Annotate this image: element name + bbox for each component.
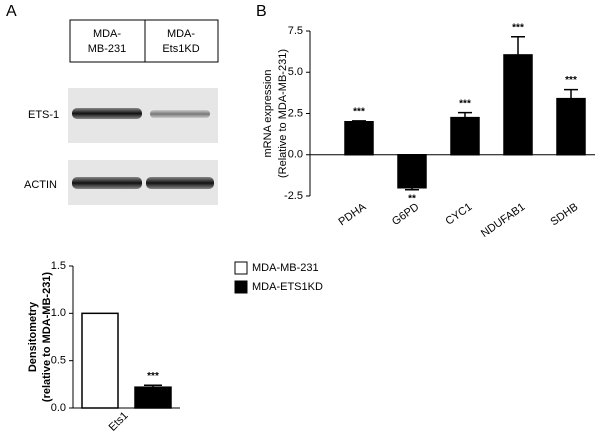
- legend-label: MDA-MB-231: [252, 262, 319, 274]
- y-axis-label: mRNA expression: [262, 69, 274, 157]
- significance: **: [408, 193, 416, 204]
- bar: [397, 154, 427, 189]
- x-tick-label: CYC1: [443, 201, 474, 228]
- column-label: Ets1KD: [162, 43, 199, 55]
- y-tick-label: 0.0: [288, 149, 303, 161]
- y-tick-label: 1.0: [51, 307, 66, 319]
- row-label: ACTIN: [24, 179, 57, 191]
- y-tick-label: 1.5: [51, 260, 66, 272]
- bar: [344, 121, 374, 156]
- y-tick-label: 0.0: [51, 402, 66, 414]
- panel-label: B: [256, 3, 267, 20]
- y-axis-label: (relative to MDA-MB-231): [41, 272, 53, 403]
- band: [150, 110, 210, 118]
- significance: ***: [512, 22, 524, 33]
- error-bar: [144, 384, 162, 388]
- panel-label: A: [6, 3, 17, 20]
- significance: ***: [459, 98, 471, 109]
- y-tick-label: 2.5: [288, 107, 303, 119]
- y-axis-label: Densitometry: [27, 301, 39, 372]
- bar: [450, 116, 480, 156]
- error-bar: [352, 120, 366, 122]
- bar: [556, 97, 586, 156]
- column-label: MDA-: [93, 28, 121, 40]
- significance: ***: [565, 75, 577, 86]
- x-tick-label: SDHB: [548, 201, 580, 228]
- x-tick-label: NDUFAB1: [479, 201, 527, 240]
- x-tick-label: PDHA: [336, 201, 368, 229]
- bar: [134, 386, 172, 409]
- significance: ***: [353, 107, 365, 118]
- x-tick-label: G6PD: [390, 201, 421, 228]
- blot-header: [69, 19, 219, 63]
- error-bar: [564, 88, 578, 99]
- legend-swatch: [234, 261, 248, 275]
- band: [72, 177, 142, 189]
- x-tick-label: Ets1: [107, 410, 131, 434]
- bar: [81, 312, 119, 409]
- band: [72, 108, 142, 119]
- column-label: MDA-: [167, 28, 195, 40]
- y-tick-label: 5.0: [288, 66, 303, 78]
- error-bar: [458, 111, 472, 118]
- y-tick-label: 0.5: [51, 355, 66, 367]
- error-bar: [511, 36, 525, 55]
- significance: ***: [147, 371, 159, 382]
- band: [146, 177, 214, 189]
- y-tick-label: -2.5: [284, 190, 303, 202]
- y-axis-label: (Relative to MDA-MB-231): [277, 49, 289, 178]
- row-label: ETS-1: [28, 109, 59, 121]
- column-label: MB-231: [88, 43, 127, 55]
- bar: [503, 54, 533, 156]
- y-tick-label: 7.5: [288, 25, 303, 37]
- error-bar: [405, 187, 419, 191]
- legend-label: MDA-ETS1KD: [252, 281, 323, 293]
- legend-swatch: [234, 280, 248, 294]
